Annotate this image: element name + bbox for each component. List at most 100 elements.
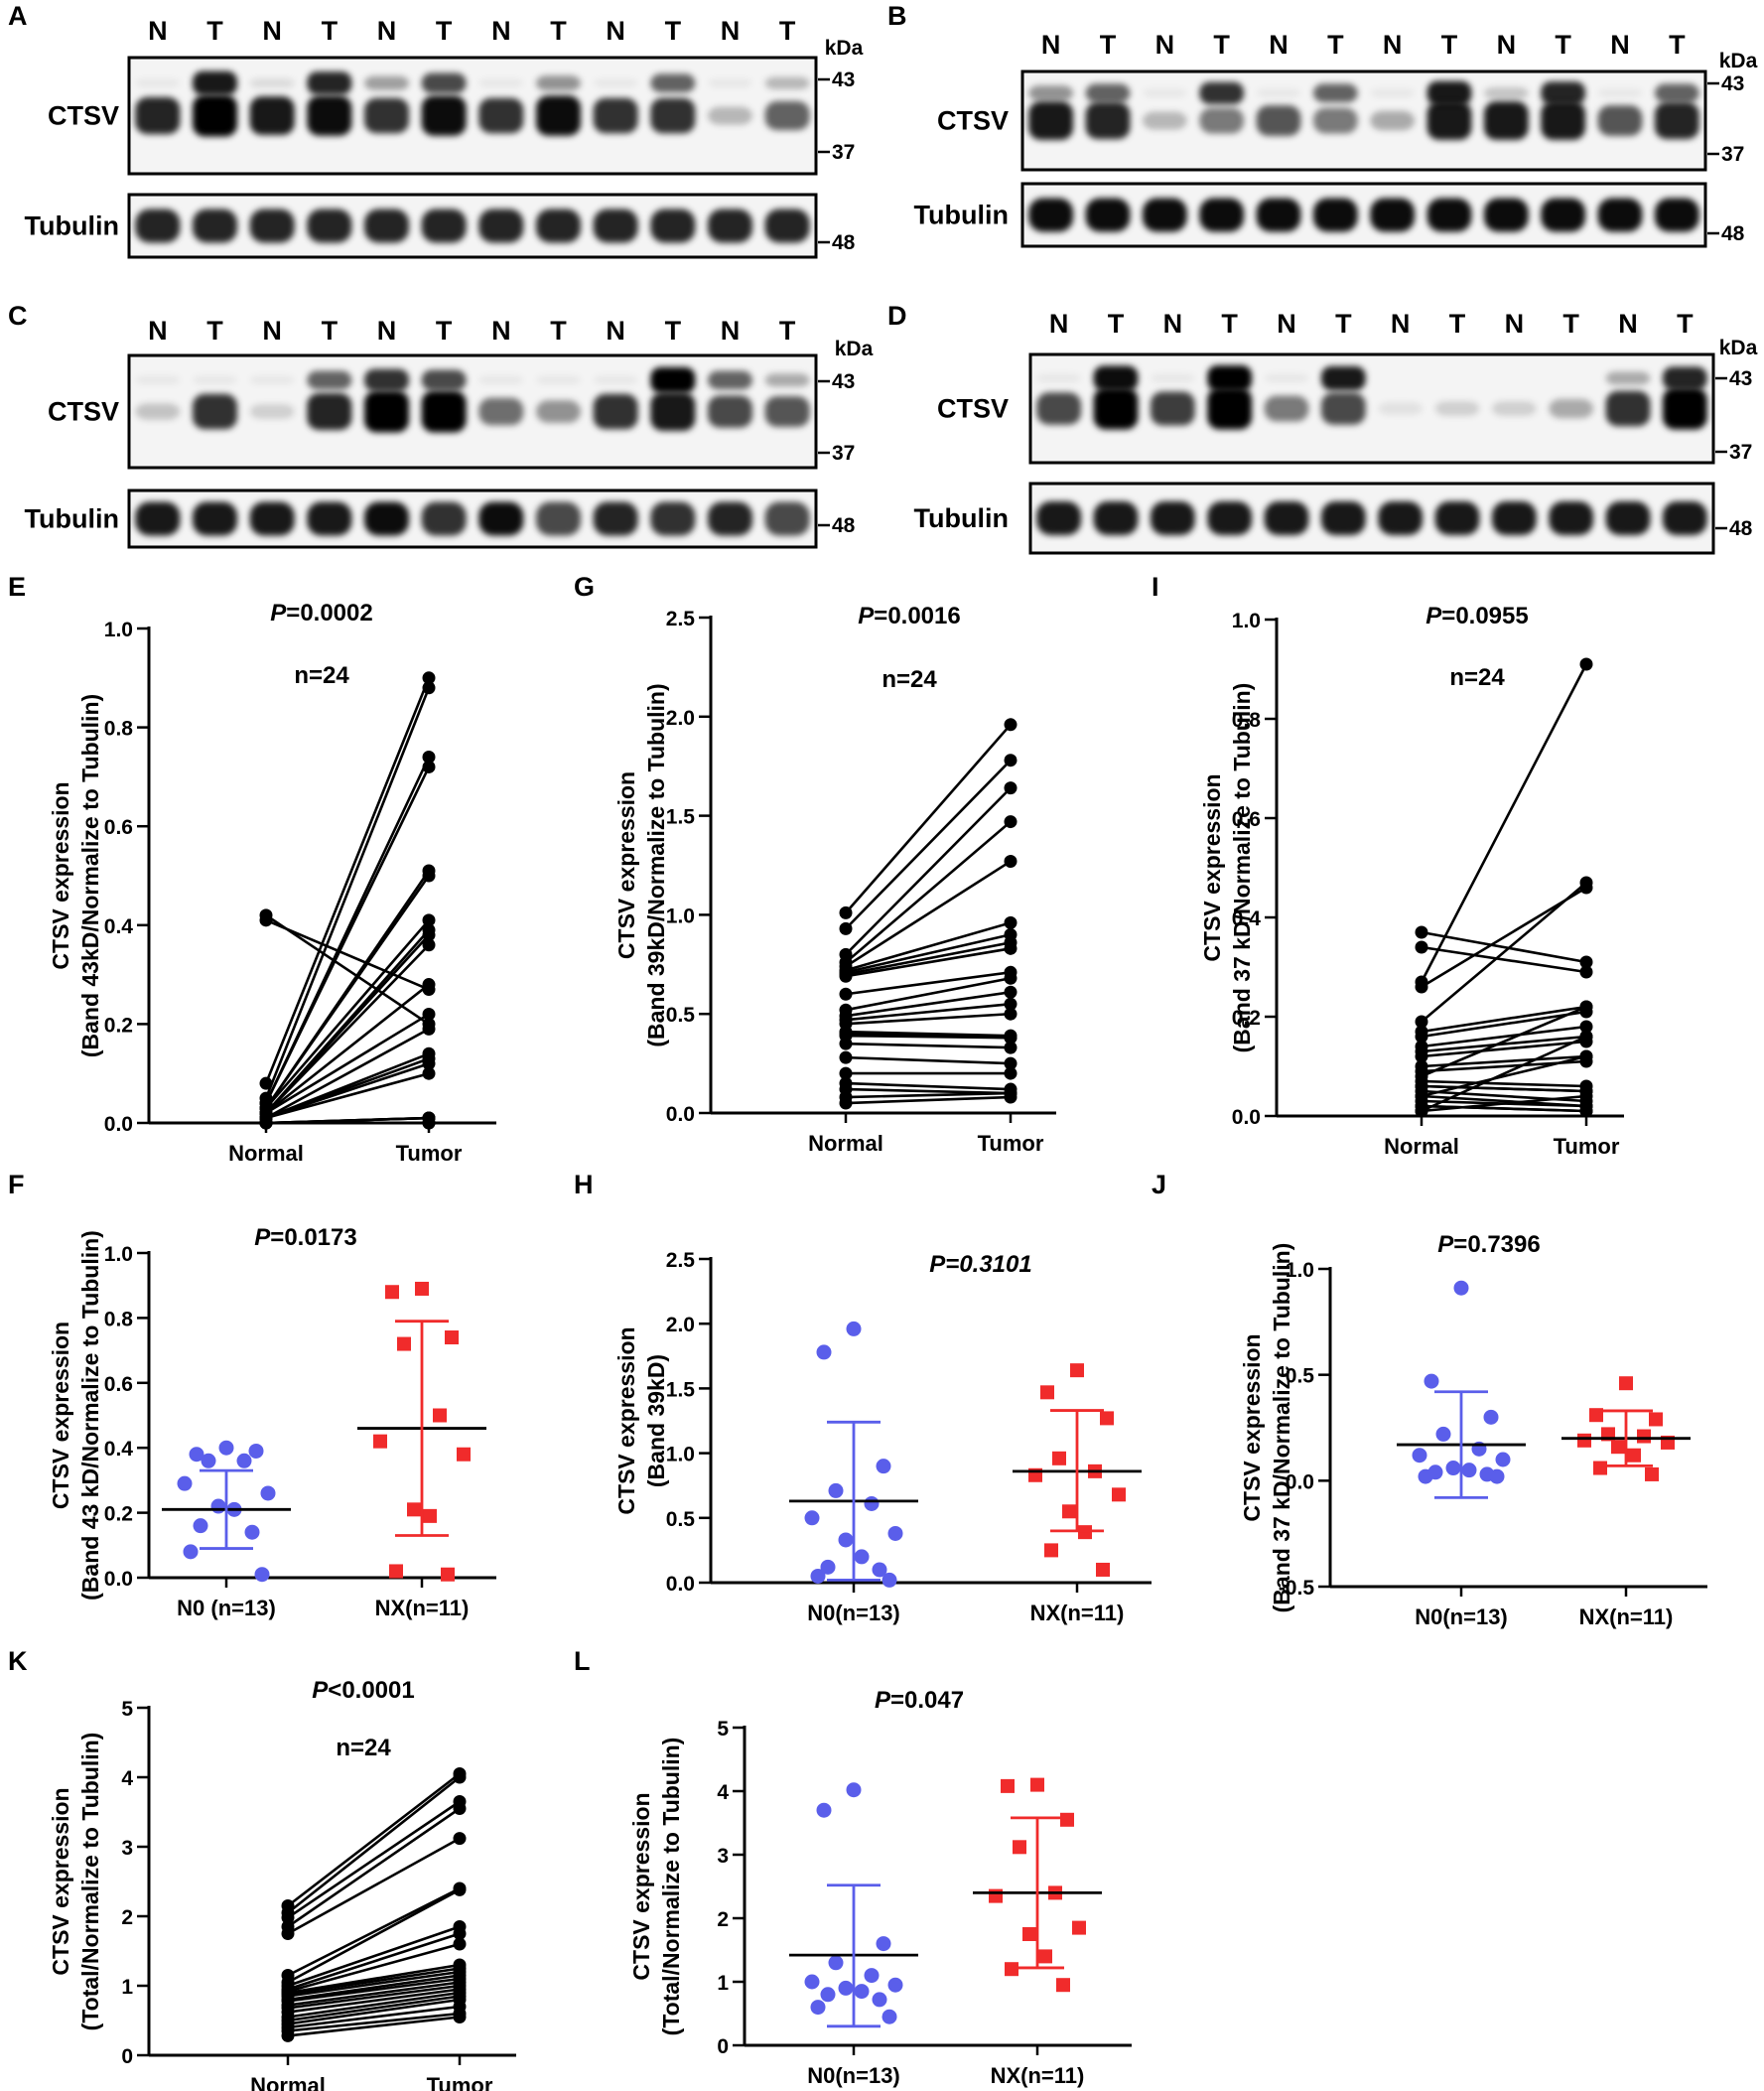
loading-label: Tubulin [25, 504, 119, 534]
lane-label: T [1100, 30, 1117, 60]
tumor-point [1579, 657, 1593, 671]
chart-F: F P=0.0173 0.0 0.2 0.4 0.6 0.8 1.0 N0 (n=13) NX(n… [8, 1170, 496, 1620]
tumor-point [422, 913, 436, 927]
band-43kd [249, 77, 295, 88]
band-43kd [135, 78, 181, 88]
tumor-point [422, 681, 436, 695]
tumor-point [1579, 1030, 1593, 1044]
band-39kd [1662, 387, 1707, 430]
n0-point [872, 1562, 887, 1578]
y-axis-label: (Total/Normalize to Tubulin) [658, 1738, 684, 2036]
tumor-point [1004, 941, 1018, 955]
paired-line [1421, 1005, 1587, 1034]
marker-label: 48 [1721, 222, 1745, 245]
band-39kd [135, 403, 181, 420]
tumor-point [1579, 1020, 1593, 1034]
panel-letter: K [8, 1646, 28, 1676]
y-tick-label: 0.8 [1232, 709, 1262, 732]
normal-point [839, 1096, 853, 1110]
n0-point [189, 1447, 204, 1463]
band-tubulin [193, 501, 237, 536]
paired-line [845, 933, 1012, 974]
x-tick-label: NX(n=11) [375, 1596, 470, 1620]
y-axis-label: (Band 39kD) [643, 1354, 669, 1487]
p-value: =0.0002 [286, 600, 372, 627]
y-tick-label: 2 [121, 1906, 133, 1929]
n-label: n=24 [882, 666, 937, 693]
n0-point [1418, 1468, 1433, 1484]
n0-point [254, 1567, 270, 1583]
band-39kd [593, 97, 638, 134]
x-tick-label: Normal [1384, 1134, 1459, 1159]
paired-line [265, 943, 430, 1114]
y-tick-label: 0.4 [1232, 907, 1262, 930]
band-39kd [478, 97, 524, 134]
paired-line [287, 1991, 461, 2019]
band-tubulin [1370, 198, 1416, 232]
paired-line [287, 1886, 461, 1977]
p-symbol: P [1437, 1231, 1454, 1258]
nx-point [1044, 1543, 1058, 1558]
n0-point [872, 1992, 887, 2008]
band-39kd [1264, 395, 1309, 422]
tumor-point [1004, 781, 1018, 795]
nx-point [1052, 1451, 1066, 1465]
lane-label: N [262, 316, 282, 346]
paired-line [287, 1807, 461, 1928]
y-tick-label: 0.8 [104, 718, 134, 741]
band-tubulin [1434, 501, 1480, 535]
band-tubulin [1085, 198, 1131, 232]
tumor-point [1004, 1066, 1018, 1080]
tumor-point [1004, 985, 1018, 999]
panel-letter: B [887, 1, 907, 31]
tumor-point [422, 978, 436, 992]
band-tubulin [421, 209, 467, 243]
lane-label: N [721, 16, 741, 46]
band-39kd [1320, 392, 1366, 425]
band-tubulin [1662, 501, 1707, 535]
band-tubulin [1426, 198, 1472, 232]
paired-line [287, 1963, 461, 1995]
band-39kd [307, 95, 352, 136]
x-tick-label: N0(n=13) [807, 2063, 900, 2088]
lane-label: N [721, 316, 741, 346]
nx-point [1645, 1466, 1659, 1481]
band-tubulin [536, 209, 581, 243]
x-tick-label: NX(n=11) [1030, 1601, 1125, 1625]
band-tubulin [421, 501, 467, 536]
tumor-point [453, 1927, 467, 1940]
y-tick-label: 1.0 [1232, 610, 1261, 632]
band-39kd [135, 96, 181, 135]
paired-line [845, 976, 1012, 1012]
paired-line [1421, 1094, 1587, 1113]
n0-point [1483, 1409, 1499, 1425]
lane-label: N [1391, 309, 1411, 339]
paired-line [287, 1800, 461, 1919]
chart-L: L P=0.047 0 1 2 3 4 5 N0(n=13) NX(n=11) CTSV expre… [574, 1646, 1132, 2088]
paired-line [845, 970, 1012, 996]
normal-point [839, 987, 853, 1001]
lane-label: N [1610, 30, 1630, 60]
band-39kd [708, 395, 752, 428]
paired-line [287, 1772, 461, 1907]
tumor-point [1004, 1007, 1018, 1021]
n0-point [1461, 1463, 1477, 1478]
n0-point [854, 1984, 870, 2000]
band-43kd [1036, 373, 1082, 383]
nx-point [1637, 1429, 1651, 1444]
paired-line [264, 766, 431, 1104]
n0-point [804, 1974, 820, 1990]
y-tick-label: 0.0 [104, 1568, 133, 1591]
nx-point [989, 1888, 1003, 1903]
y-tick-label: 1 [121, 1976, 133, 1999]
band-39kd [249, 404, 295, 419]
y-tick-label: 4 [717, 1781, 729, 1804]
paired-line [265, 1013, 430, 1115]
band-tubulin [1036, 501, 1082, 535]
lane-label: T [779, 16, 796, 46]
band-tubulin [1150, 501, 1195, 535]
panel-letter: D [887, 301, 907, 331]
band-39kd [193, 393, 237, 430]
lane-label: N [1505, 309, 1525, 339]
